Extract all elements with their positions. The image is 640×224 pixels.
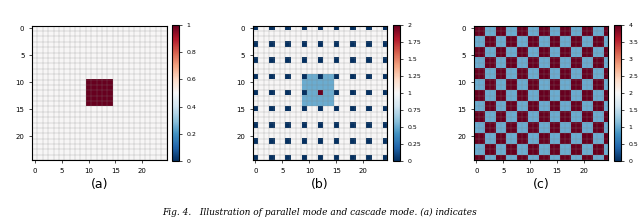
X-axis label: (c): (c) bbox=[532, 178, 549, 191]
X-axis label: (a): (a) bbox=[90, 178, 108, 191]
X-axis label: (b): (b) bbox=[311, 178, 329, 191]
Text: Fig. 4.   Illustration of parallel mode and cascade mode. (a) indicates: Fig. 4. Illustration of parallel mode an… bbox=[163, 208, 477, 217]
